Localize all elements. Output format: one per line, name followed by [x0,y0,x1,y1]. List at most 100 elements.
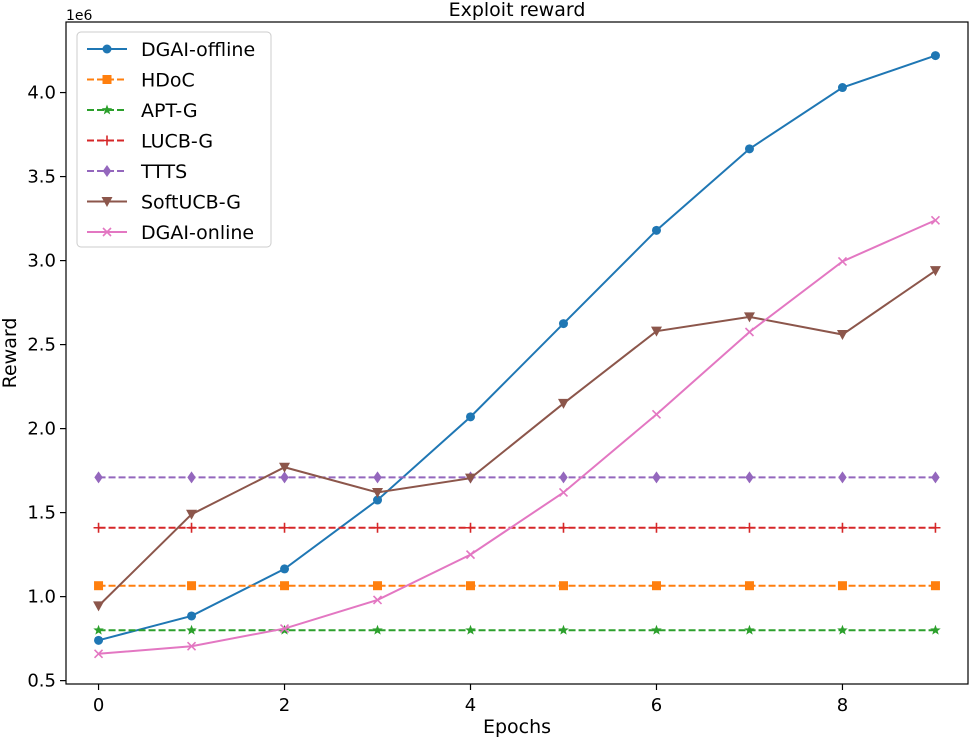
x-tick-label: 2 [279,695,290,716]
data-point-hdoc [466,581,476,591]
data-point-lucb-g [837,522,848,533]
data-point-hdoc [94,581,104,591]
data-point-apt-g [372,624,383,635]
plot-area [93,51,941,659]
legend-marker-lucb-g [102,135,112,146]
data-point-softucb-g [186,509,198,520]
data-point-hdoc [837,581,847,591]
legend-box [76,31,272,248]
legend-marker-ttts [102,165,112,177]
legend-label-hdoc: HDoC [141,70,195,92]
data-point-hdoc [930,581,940,591]
data-point-hdoc [280,581,290,591]
data-point-softucb-g [93,601,105,612]
data-point-lucb-g [372,522,383,533]
data-point-softucb-g [372,487,384,498]
y-tick-label: 3.0 [27,251,56,272]
data-point-hdoc [651,581,661,591]
data-point-dgai-offline [466,412,476,422]
data-point-dgai-online [930,215,941,225]
legend-marker-dgai-online [102,227,112,237]
legend-item-dgai-offline: DGAI-offline [87,39,255,61]
legend-marker-dgai-offline [102,44,112,54]
data-point-dgai-online [372,595,383,605]
data-point-softucb-g [465,473,477,484]
data-point-hdoc [373,581,383,591]
data-point-dgai-offline [280,564,290,574]
data-point-dgai-online [186,641,197,651]
data-point-apt-g [465,624,476,635]
y-tick-label: 0.5 [27,671,56,692]
legend-marker-hdoc [102,75,112,84]
series-line-dgai-online [98,219,936,655]
data-point-dgai-offline [651,225,661,235]
data-point-softucb-g [650,326,662,337]
data-point-lucb-g [744,522,755,533]
legend-label-lucb-g: LUCB-G [141,131,213,153]
series-line-softucb-g [97,269,937,607]
data-point-softucb-g [836,330,848,341]
series-line-dgai-offline [98,54,936,642]
data-point-lucb-g [279,522,290,533]
data-point-apt-g [93,624,104,635]
y-tick-label: 3.5 [27,167,56,188]
data-point-apt-g [651,624,662,635]
data-point-lucb-g [465,522,476,533]
y-tick-label: 1.5 [27,503,56,524]
y-tick-label: 1.0 [27,587,56,608]
legend-item-apt-g: APT-G [87,100,198,122]
chart-title: Exploit reward [449,0,586,21]
legend-label-ttts: TTTS [140,161,187,183]
data-point-lucb-g [93,522,104,533]
data-point-dgai-offline [744,144,754,154]
data-point-hdoc [558,581,568,591]
legend-label-apt-g: APT-G [141,100,198,122]
y-axis-offset-label: 1e6 [66,8,93,24]
plot-frame [65,21,969,685]
data-point-dgai-offline [94,635,104,645]
series-dgai-offline [94,51,940,645]
series-ttts [94,471,940,484]
series-lucb-g [93,522,941,533]
data-point-ttts [745,471,754,484]
series-dgai-online [93,215,941,659]
x-tick-label: 0 [93,695,104,716]
legend-item-hdoc: HDoC [87,70,195,92]
legend-marker-apt-g [101,104,113,115]
data-point-lucb-g [558,522,569,533]
data-point-ttts [94,471,103,484]
legend-label-dgai-online: DGAI-online [141,222,254,244]
data-point-apt-g [837,624,848,635]
axis-ticks: 0 2 4 6 8 0.5 1.0 1.5 2.0 2.5 3.0 3.5 4.0 [27,83,848,716]
data-point-dgai-online [558,487,569,498]
legend-item-softucb-g: SoftUCB-G [87,192,241,214]
data-point-dgai-online [465,550,476,560]
data-point-ttts [838,471,847,484]
data-point-hdoc [744,581,754,591]
legend-item-dgai-online: DGAI-online [87,222,254,244]
y-tick-label: 4.0 [27,83,56,104]
data-point-apt-g [744,624,755,635]
series-apt-g [93,624,941,635]
data-point-lucb-g [930,522,941,533]
x-axis-label: Epochs [483,716,551,737]
data-point-apt-g [930,624,941,635]
data-point-apt-g [279,624,290,635]
series-hdoc [94,581,940,591]
data-point-apt-g [186,624,197,635]
data-point-dgai-offline [187,611,197,621]
data-point-dgai-online [279,623,290,634]
data-point-softucb-g [279,462,291,473]
legend-label-softucb-g: SoftUCB-G [141,192,241,214]
data-point-dgai-online [744,327,755,337]
x-tick-label: 6 [651,695,662,716]
data-point-dgai-online [651,409,662,419]
data-point-hdoc [187,581,197,591]
y-tick-label: 2.0 [27,419,56,440]
legend-label-dgai-offline: DGAI-offline [141,39,255,61]
data-point-ttts [931,471,940,484]
data-point-ttts [652,471,661,484]
data-point-lucb-g [651,522,662,533]
legend-item-ttts: TTTS [87,161,187,183]
